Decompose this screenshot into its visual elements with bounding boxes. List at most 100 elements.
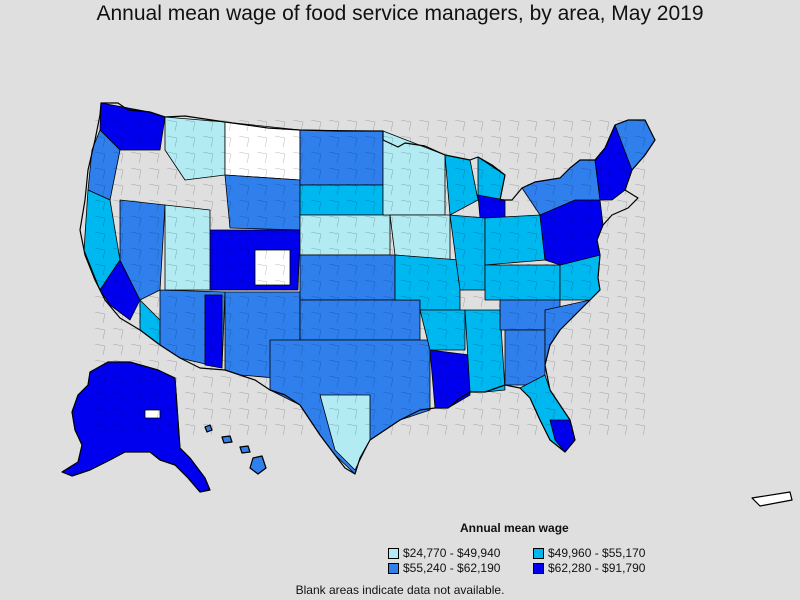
area-boundary bbox=[184, 375, 196, 388]
area-boundary bbox=[436, 167, 448, 180]
area-boundary bbox=[544, 311, 556, 324]
map-region bbox=[164, 204, 211, 291]
area-boundary bbox=[184, 327, 196, 340]
area-boundary bbox=[166, 359, 178, 372]
area-boundary bbox=[562, 391, 574, 404]
area-boundary bbox=[274, 135, 286, 148]
area-boundary bbox=[220, 151, 232, 164]
area-boundary bbox=[292, 279, 304, 292]
area-boundary bbox=[274, 279, 286, 292]
map-region bbox=[299, 129, 384, 186]
area-boundary bbox=[148, 135, 160, 148]
area-boundary bbox=[418, 119, 430, 132]
area-boundary bbox=[562, 215, 574, 228]
area-boundary bbox=[454, 263, 466, 276]
area-boundary bbox=[310, 391, 322, 404]
map-region bbox=[99, 259, 141, 321]
area-boundary bbox=[130, 215, 142, 228]
area-boundary bbox=[310, 407, 322, 420]
area-boundary bbox=[634, 311, 646, 324]
area-boundary bbox=[148, 391, 160, 404]
area-boundary bbox=[112, 151, 124, 164]
area-boundary bbox=[346, 183, 358, 196]
area-boundary bbox=[418, 327, 430, 340]
area-boundary bbox=[580, 119, 592, 132]
area-boundary bbox=[310, 263, 322, 276]
area-boundary bbox=[400, 119, 412, 132]
area-boundary bbox=[634, 231, 646, 244]
area-boundary bbox=[94, 359, 106, 372]
area-boundary bbox=[184, 231, 196, 244]
area-boundary bbox=[130, 167, 142, 180]
area-boundary bbox=[616, 279, 628, 292]
area-boundary bbox=[490, 391, 502, 404]
area-boundary bbox=[616, 247, 628, 260]
area-boundary bbox=[436, 391, 448, 404]
area-boundary bbox=[166, 263, 178, 276]
area-boundary bbox=[580, 423, 592, 436]
area-boundary bbox=[562, 119, 574, 132]
area-boundary bbox=[490, 199, 502, 212]
area-boundary bbox=[418, 295, 430, 308]
area-boundary bbox=[346, 247, 358, 260]
area-boundary bbox=[382, 247, 394, 260]
area-boundary bbox=[490, 359, 502, 372]
area-boundary bbox=[310, 295, 322, 308]
area-boundary bbox=[112, 327, 124, 340]
area-boundary bbox=[382, 407, 394, 420]
map-region bbox=[419, 309, 466, 351]
area-boundary bbox=[364, 375, 376, 388]
area-boundary bbox=[562, 279, 574, 292]
area-boundary bbox=[472, 263, 484, 276]
area-boundary bbox=[544, 119, 556, 132]
area-boundary bbox=[382, 343, 394, 356]
area-boundary bbox=[256, 407, 268, 420]
area-boundary bbox=[112, 119, 124, 132]
area-boundary bbox=[292, 199, 304, 212]
area-boundary bbox=[400, 279, 412, 292]
area-boundary bbox=[292, 119, 304, 132]
area-boundary bbox=[184, 263, 196, 276]
area-boundary bbox=[472, 231, 484, 244]
area-boundary bbox=[130, 423, 142, 436]
area-boundary bbox=[256, 327, 268, 340]
area-boundary bbox=[130, 359, 142, 372]
area-boundary bbox=[526, 135, 538, 148]
area-boundary bbox=[202, 295, 214, 308]
area-boundary bbox=[382, 151, 394, 164]
area-boundary bbox=[616, 199, 628, 212]
area-boundary bbox=[184, 135, 196, 148]
area-boundary bbox=[472, 375, 484, 388]
area-boundary bbox=[616, 343, 628, 356]
area-boundary bbox=[220, 247, 232, 260]
area-boundary bbox=[184, 423, 196, 436]
area-boundary bbox=[328, 183, 340, 196]
area-boundary bbox=[598, 231, 610, 244]
area-boundary bbox=[238, 423, 250, 436]
area-boundary bbox=[274, 423, 286, 436]
area-boundary bbox=[616, 423, 628, 436]
legend-swatch-3 bbox=[388, 562, 399, 574]
area-boundary bbox=[490, 135, 502, 148]
area-boundary bbox=[292, 295, 304, 308]
area-boundary bbox=[436, 311, 448, 324]
area-boundary bbox=[94, 343, 106, 356]
area-boundary bbox=[346, 343, 358, 356]
area-boundary bbox=[184, 247, 196, 260]
area-boundary bbox=[112, 247, 124, 260]
area-boundary bbox=[472, 295, 484, 308]
area-boundary bbox=[148, 423, 160, 436]
map-region bbox=[224, 174, 301, 231]
area-boundary bbox=[328, 343, 340, 356]
area-boundary bbox=[328, 135, 340, 148]
area-boundary bbox=[634, 135, 646, 148]
area-boundary bbox=[400, 263, 412, 276]
area-boundary bbox=[310, 215, 322, 228]
area-boundary bbox=[634, 167, 646, 180]
area-boundary bbox=[454, 119, 466, 132]
area-boundary bbox=[310, 199, 322, 212]
area-boundary bbox=[346, 391, 358, 404]
legend-label-2: $49,960 - $55,170 bbox=[548, 546, 646, 560]
area-boundary bbox=[292, 215, 304, 228]
area-boundary bbox=[400, 231, 412, 244]
